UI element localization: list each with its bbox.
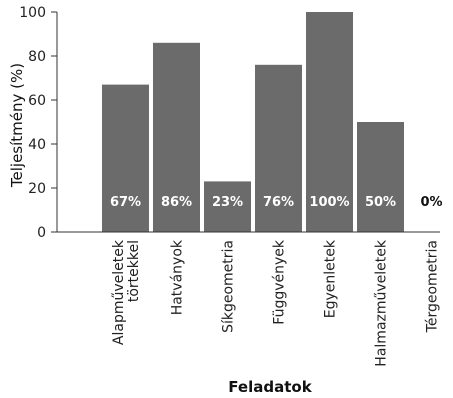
bar-value-label: 100% bbox=[309, 195, 349, 210]
x-category-label: Egyenletek bbox=[323, 239, 339, 318]
y-tick-label: 0 bbox=[37, 225, 46, 241]
bar bbox=[306, 12, 353, 232]
bar bbox=[153, 42, 200, 232]
bar bbox=[255, 64, 302, 232]
x-category-label: Síkgeometria bbox=[221, 240, 237, 333]
x-category-label: Halmazműveletek bbox=[374, 239, 390, 367]
x-category-label-line: Alapműveletek bbox=[111, 239, 127, 345]
x-category-label-line: Hatványok bbox=[170, 239, 186, 315]
bar bbox=[102, 84, 149, 232]
bar-value-label: 86% bbox=[161, 195, 192, 210]
y-tick-label: 60 bbox=[28, 93, 46, 109]
bar bbox=[357, 122, 404, 232]
bars: 67% 86% 23% 76% 100% 50% 0% bbox=[102, 12, 443, 232]
x-category-label: Függvények bbox=[272, 239, 288, 325]
y-tick-label: 20 bbox=[28, 181, 46, 197]
x-category-label-line: Egyenletek bbox=[323, 239, 339, 318]
y-tick-label: 80 bbox=[28, 49, 46, 65]
x-category-label-line: Függvények bbox=[272, 239, 288, 325]
x-axis-category-labels: Alapműveletektörtekkel Hatványok Síkgeomet… bbox=[111, 239, 441, 367]
bar-value-label: 23% bbox=[212, 195, 243, 210]
bar-value-label: 76% bbox=[263, 195, 294, 210]
bar-value-label: 0% bbox=[420, 195, 442, 210]
y-axis-ticks: 0 20 40 60 80 100 bbox=[19, 5, 57, 241]
x-category-label-line: Térgeometria bbox=[425, 240, 441, 333]
x-category-label-line: törtekkel bbox=[126, 240, 142, 302]
bar-value-label: 67% bbox=[110, 195, 141, 210]
y-axis-title: Teljesítmény (%) bbox=[8, 63, 26, 188]
x-category-label-line: Halmazműveletek bbox=[374, 239, 390, 367]
bar bbox=[204, 181, 251, 232]
x-category-label: Alapműveletektörtekkel bbox=[111, 239, 142, 345]
y-tick-label: 100 bbox=[19, 5, 46, 21]
x-category-label: Hatványok bbox=[170, 239, 186, 315]
x-category-label: Térgeometria bbox=[425, 240, 441, 333]
bar-value-label: 50% bbox=[365, 195, 396, 210]
y-tick-label: 40 bbox=[28, 137, 46, 153]
x-axis-title: Feladatok bbox=[228, 378, 312, 396]
x-category-label-line: Síkgeometria bbox=[221, 240, 237, 333]
